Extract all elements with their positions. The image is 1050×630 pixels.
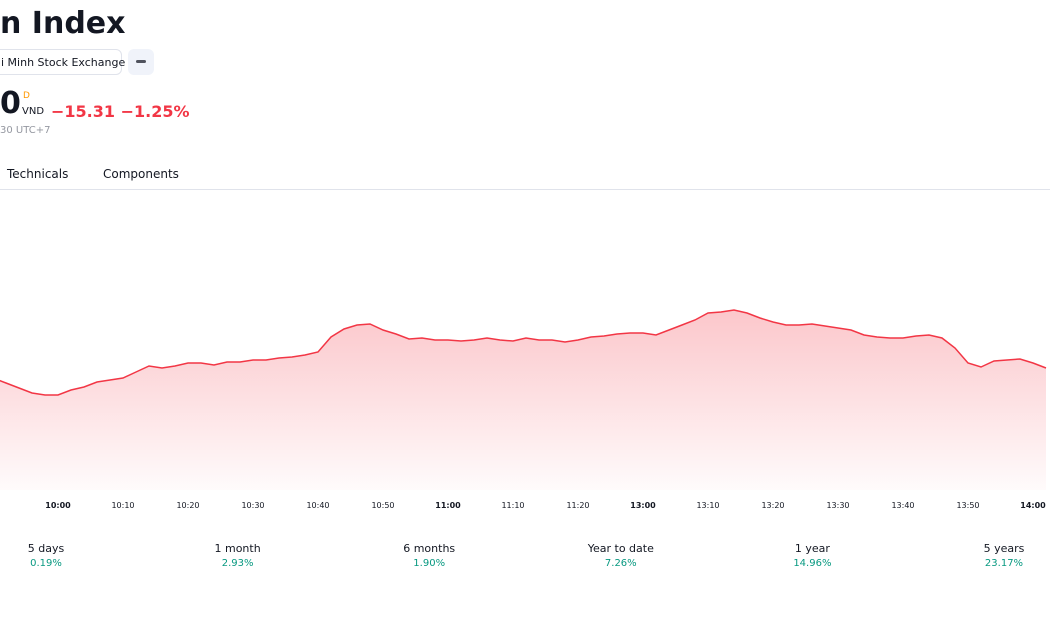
x-tick-label: 10:30 xyxy=(241,501,264,510)
price-line xyxy=(0,309,1047,396)
x-tick-label: 10:40 xyxy=(306,501,329,510)
performance-change: 14.96% xyxy=(793,558,832,569)
performance-change: 7.26% xyxy=(604,558,637,569)
x-tick-label: 10:20 xyxy=(176,501,199,510)
x-tick-label: 11:10 xyxy=(501,501,524,510)
x-tick-label: 13:00 xyxy=(630,501,656,510)
tab[interactable]: Technicals xyxy=(7,167,69,181)
performance-change: 23.17% xyxy=(984,558,1024,569)
x-tick-label: 14:00 xyxy=(1020,501,1046,510)
change-value: −15.31 xyxy=(51,102,116,121)
divider xyxy=(0,189,1050,190)
exchange-label: i Minh Stock Exchange xyxy=(1,56,126,69)
exchange-button[interactable]: i Minh Stock Exchange xyxy=(0,49,126,75)
performance-change: 0.19% xyxy=(30,558,62,569)
x-tick-label: 10:50 xyxy=(371,501,394,510)
x-tick-label: 13:40 xyxy=(891,501,914,510)
change-percent: −1.25% xyxy=(120,102,190,121)
performance-period: 1 month xyxy=(214,542,261,555)
performance-period: 1 year xyxy=(794,542,830,555)
performance-period: 6 months xyxy=(403,542,456,555)
currency: VND xyxy=(22,106,45,117)
price-change: −15.31 −1.25% xyxy=(51,102,190,121)
tab[interactable]: Components xyxy=(103,167,179,181)
x-tick-label: 11:20 xyxy=(566,501,589,510)
x-tick-label: 11:00 xyxy=(435,501,461,510)
performance-period: 5 days xyxy=(27,542,65,555)
x-tick-label: 13:20 xyxy=(761,501,784,510)
area-fill xyxy=(0,310,1046,490)
price-flag: D xyxy=(23,91,30,101)
x-tick-label: 10:00 xyxy=(45,501,71,510)
timestamp: 30 UTC+7 xyxy=(0,125,51,136)
price: 0 xyxy=(0,86,21,121)
x-tick-label: 13:10 xyxy=(696,501,719,510)
performance-change: 2.93% xyxy=(221,558,254,569)
performance-change: 1.90% xyxy=(413,558,446,569)
performance-period: 5 years xyxy=(983,542,1025,555)
symbol-title: n Index xyxy=(0,6,126,41)
performance-period: Year to date xyxy=(587,542,654,555)
x-tick-label: 13:50 xyxy=(956,501,979,510)
collapse-button[interactable] xyxy=(128,49,154,75)
x-tick-label: 10:10 xyxy=(111,501,134,510)
x-tick-label: 13:30 xyxy=(826,501,849,510)
minus-icon xyxy=(136,60,146,63)
